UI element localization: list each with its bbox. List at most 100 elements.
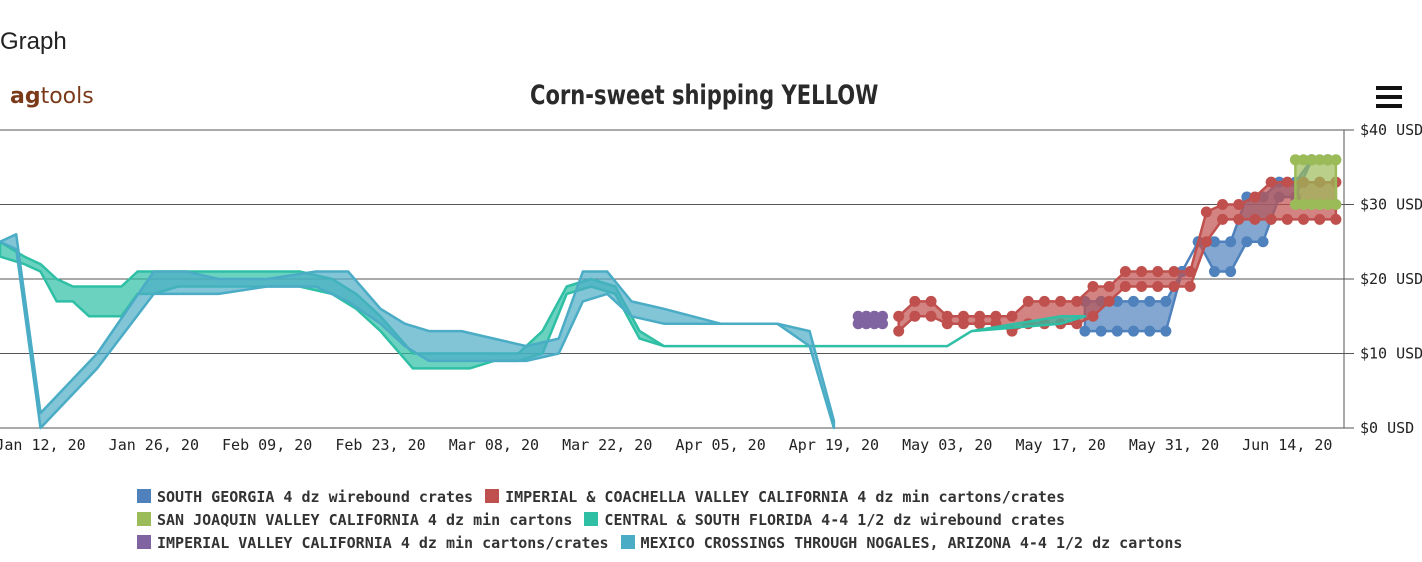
- data-point-high: [1038, 295, 1050, 307]
- data-point-high: [1314, 154, 1326, 166]
- x-tick-label: Feb 23, 20: [335, 436, 425, 454]
- data-point-low: [893, 325, 905, 337]
- x-tick-label: May 31, 20: [1129, 436, 1219, 454]
- legend-label: IMPERIAL VALLEY CALIFORNIA 4 dz min cart…: [157, 534, 609, 552]
- data-point-high: [1289, 154, 1301, 166]
- data-point-low: [1071, 318, 1083, 330]
- menu-bar: [1376, 104, 1402, 108]
- data-point-high: [1225, 236, 1237, 248]
- data-point-high: [957, 310, 969, 322]
- data-point-high: [1160, 295, 1172, 307]
- data-point-low: [1136, 280, 1148, 292]
- data-point-low: [1127, 325, 1139, 337]
- data-point-low: [1111, 325, 1123, 337]
- data-point-high: [1168, 266, 1180, 278]
- data-point-low: [1257, 236, 1269, 248]
- data-point-high: [1022, 295, 1034, 307]
- data-point-high: [1144, 295, 1156, 307]
- data-point-low: [1095, 325, 1107, 337]
- chart-legend: SOUTH GEORGIA 4 dz wirebound crates IMPER…: [137, 486, 1194, 555]
- series-band: [0, 233, 836, 430]
- x-tick-label: May 03, 20: [902, 436, 992, 454]
- data-point-high: [877, 310, 889, 322]
- legend-item[interactable]: MEXICO CROSSINGS THROUGH NOGALES, ARIZON…: [620, 532, 1183, 555]
- data-point-low: [1152, 280, 1164, 292]
- legend-item[interactable]: IMPERIAL VALLEY CALIFORNIA 4 dz min cart…: [137, 532, 609, 555]
- data-point-low: [1241, 236, 1253, 248]
- y-tick-label: $0 USD: [1360, 419, 1414, 437]
- hamburger-menu-icon[interactable]: [1376, 86, 1402, 110]
- legend-swatch: [137, 512, 151, 526]
- series-band: [1294, 158, 1338, 206]
- data-point-low: [1249, 213, 1261, 225]
- data-point-high: [941, 310, 953, 322]
- data-point-low: [1225, 266, 1237, 278]
- data-point-high: [1152, 266, 1164, 278]
- legend-item[interactable]: SOUTH GEORGIA 4 dz wirebound crates: [137, 486, 473, 509]
- x-tick-label: Jan 26, 20: [109, 436, 199, 454]
- data-point-low: [925, 310, 937, 322]
- data-point-low: [1298, 199, 1310, 210]
- x-tick-label: Apr 19, 20: [789, 436, 879, 454]
- data-point-low: [1079, 325, 1091, 337]
- data-point-low: [1289, 199, 1301, 210]
- data-point-low: [909, 310, 921, 322]
- legend-swatch: [137, 489, 151, 503]
- data-point-low: [1160, 325, 1172, 337]
- data-point-high: [1306, 154, 1318, 166]
- legend-item[interactable]: SAN JOAQUIN VALLEY CALIFORNIA 4 dz min c…: [137, 509, 572, 532]
- data-point-high: [1233, 199, 1245, 210]
- chart-title: Corn-sweet shipping YELLOW: [530, 80, 879, 111]
- data-point-high: [852, 310, 864, 322]
- data-point-high: [1127, 295, 1139, 307]
- data-point-high: [1281, 176, 1293, 188]
- legend-label: IMPERIAL & COACHELLA VALLEY CALIFORNIA 4…: [505, 488, 1065, 506]
- data-point-high: [1184, 266, 1196, 278]
- data-point-high: [860, 310, 872, 322]
- page-heading: Graph: [0, 28, 67, 55]
- x-tick-label: Jan 12, 20: [0, 436, 86, 454]
- agtools-logo: agtools: [10, 84, 94, 109]
- legend-label: CENTRAL & SOUTH FLORIDA 4-4 1/2 dz wireb…: [604, 511, 1065, 529]
- x-tick-label: Mar 22, 20: [562, 436, 652, 454]
- legend-swatch: [137, 535, 151, 549]
- legend-row: SAN JOAQUIN VALLEY CALIFORNIA 4 dz min c…: [137, 509, 1194, 532]
- data-point-high: [1200, 206, 1212, 218]
- x-tick-label: Mar 08, 20: [449, 436, 539, 454]
- data-point-low: [1217, 213, 1229, 225]
- data-point-low: [1306, 199, 1318, 210]
- data-point-low: [1314, 199, 1326, 210]
- data-point-high: [1298, 154, 1310, 166]
- data-point-high: [974, 310, 986, 322]
- data-point-high: [1055, 295, 1067, 307]
- data-point-low: [1144, 325, 1156, 337]
- menu-bar: [1376, 86, 1402, 90]
- chart-plot: $0 USD $10 USD $20 USD $30 USD $40 USD Jan 12…: [0, 121, 1422, 454]
- legend-row: SOUTH GEORGIA 4 dz wirebound crates IMPER…: [137, 486, 1194, 509]
- data-point-high: [1330, 154, 1342, 166]
- legend-label: MEXICO CROSSINGS THROUGH NOGALES, ARIZON…: [640, 534, 1183, 552]
- data-point-high: [1006, 310, 1018, 322]
- data-point-low: [1119, 280, 1131, 292]
- data-point-high: [1103, 280, 1115, 292]
- y-tick-label: $30 USD: [1360, 196, 1422, 214]
- x-tick-label: May 17, 20: [1015, 436, 1105, 454]
- legend-item[interactable]: CENTRAL & SOUTH FLORIDA 4-4 1/2 dz wireb…: [584, 509, 1065, 532]
- data-point-high: [868, 310, 880, 322]
- data-point-low: [1281, 213, 1293, 225]
- data-point-low: [1233, 213, 1245, 225]
- logo-prefix: ag: [10, 84, 41, 109]
- data-point-high: [1249, 191, 1261, 203]
- x-tick-label: Feb 09, 20: [222, 436, 312, 454]
- data-point-high: [909, 295, 921, 307]
- y-tick-label: $10 USD: [1360, 345, 1422, 363]
- series-group: [0, 233, 836, 430]
- data-point-low: [1200, 236, 1212, 248]
- data-point-low: [1184, 280, 1196, 292]
- legend-item[interactable]: IMPERIAL & COACHELLA VALLEY CALIFORNIA 4…: [485, 486, 1065, 509]
- y-tick-label: $20 USD: [1360, 270, 1422, 288]
- menu-bar: [1376, 95, 1402, 99]
- logo-suffix: tools: [40, 84, 94, 109]
- data-point-high: [990, 310, 1002, 322]
- legend-swatch: [620, 535, 635, 549]
